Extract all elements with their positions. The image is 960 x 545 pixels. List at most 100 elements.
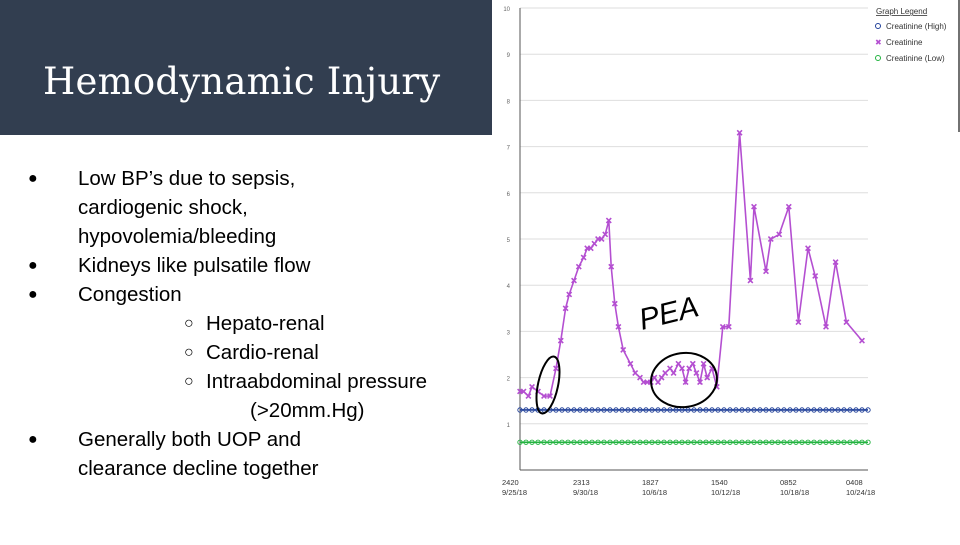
- series-point-series_main: [553, 365, 559, 372]
- bullet-dot-icon: ●: [28, 286, 38, 303]
- series-point-series_low: [541, 439, 547, 445]
- series-point-series_main: [529, 383, 535, 390]
- x-tick-time-label: 1827: [642, 478, 659, 487]
- series-point-series_high: [733, 407, 739, 413]
- series-point-series_high: [799, 407, 805, 413]
- series-point-series_low: [679, 439, 685, 445]
- series-point-series_low: [589, 439, 595, 445]
- series-point-series_main: [620, 346, 627, 353]
- series-point-series_low: [607, 439, 613, 445]
- series-point-series_main: [615, 323, 622, 330]
- series-point-series_high: [763, 407, 769, 413]
- legend-entry: Creatinine: [886, 38, 923, 47]
- series-point-series_high: [553, 407, 559, 413]
- chart-series: [517, 129, 871, 445]
- series-point-series_low: [631, 439, 637, 445]
- series-point-series_main: [832, 259, 839, 266]
- series-point-series_high: [697, 407, 703, 413]
- series-point-series_main: [655, 379, 661, 386]
- series-point-series_main: [679, 365, 685, 372]
- series-point-series_low: [649, 439, 655, 445]
- series-point-series_low: [685, 439, 691, 445]
- series-point-series_main: [700, 360, 707, 367]
- series-point-series_high: [595, 407, 601, 413]
- series-point-series_main: [719, 323, 726, 330]
- series-point-series_main: [605, 217, 612, 224]
- series-point-series_main: [725, 323, 732, 330]
- series-point-series_main: [520, 388, 527, 395]
- series-point-series_high: [817, 407, 823, 413]
- series-point-series_high: [655, 407, 661, 413]
- series-point-series_low: [769, 439, 775, 445]
- sub-bullet-item: ○ Cardio-renal: [78, 338, 482, 367]
- y-tick-label: 7: [507, 146, 511, 152]
- series-point-series_main: [541, 393, 547, 400]
- series-point-series_low: [697, 439, 703, 445]
- series-point-series_low: [643, 439, 649, 445]
- series-point-series_main: [823, 323, 829, 330]
- series-point-series_high: [637, 407, 643, 413]
- series-point-series_high: [715, 407, 721, 413]
- series-point-series_high: [829, 407, 835, 413]
- series-point-series_high: [643, 407, 649, 413]
- series-point-series_low: [703, 439, 709, 445]
- y-tick-label: 4: [507, 284, 511, 290]
- series-point-series_main: [776, 231, 783, 238]
- legend-x-icon: ✖: [875, 38, 882, 47]
- x-tick-date-label: 9/25/18: [502, 488, 527, 497]
- series-point-series_low: [673, 439, 679, 445]
- annotation-circle-right: [650, 351, 718, 409]
- series-point-series_low: [715, 439, 721, 445]
- series-point-series_low: [859, 439, 865, 445]
- series-point-series_high: [757, 407, 763, 413]
- series-point-series_main: [670, 370, 677, 376]
- sub-bullet-item: ○ Intraabdominal pressure (>20mm.Hg): [78, 367, 482, 425]
- series-point-series_low: [571, 439, 577, 445]
- chart-axes: 1234567891024209/25/1823139/30/18182710/…: [502, 7, 875, 497]
- series-point-series_low: [601, 439, 607, 445]
- series-point-series_low: [535, 439, 541, 445]
- series-point-series_low: [655, 439, 661, 445]
- series-point-series_low: [613, 439, 619, 445]
- series-point-series_main: [651, 374, 658, 381]
- series-point-series_main: [658, 374, 665, 381]
- y-tick-label: 2: [507, 377, 511, 383]
- bullet-item: ● Kidneys like pulsatile flow: [22, 251, 482, 280]
- bullet-text-line: hypovolemia/bleeding: [78, 225, 277, 248]
- sub-bullet-list: ○ Hepato-renal ○ Cardio-renal ○ Intraabd…: [78, 309, 482, 425]
- legend-entry: Creatinine (High): [886, 22, 947, 31]
- series-point-series_main: [675, 360, 682, 367]
- series-point-series_low: [559, 439, 565, 445]
- x-tick-date-label: 9/30/18: [573, 488, 598, 497]
- x-tick-date-label: 10/18/18: [780, 488, 809, 497]
- series-point-series_high: [847, 407, 853, 413]
- series-point-series_high: [571, 407, 577, 413]
- series-point-series_low: [805, 439, 811, 445]
- series-point-series_main: [686, 365, 693, 372]
- series-point-series_low: [763, 439, 769, 445]
- series-point-series_main: [566, 291, 573, 298]
- series-point-series_high: [649, 407, 655, 413]
- bullet-dot-icon: ●: [28, 170, 38, 187]
- sub-bullet-text-line: Hepato-renal: [206, 312, 325, 335]
- series-point-series_low: [517, 439, 523, 445]
- series-point-series_high: [805, 407, 811, 413]
- series-point-series_main: [704, 374, 711, 381]
- bullet-dot-icon: ●: [28, 431, 38, 448]
- y-tick-label: 8: [507, 99, 511, 105]
- series-point-series_main: [795, 319, 802, 326]
- series-point-series_low: [835, 439, 841, 445]
- series-point-series_main: [812, 272, 819, 279]
- series-point-series_low: [745, 439, 751, 445]
- series-point-series_low: [553, 439, 559, 445]
- y-tick-label: 6: [507, 192, 511, 198]
- series-point-series_high: [835, 407, 841, 413]
- x-tick-time-label: 1540: [711, 478, 728, 487]
- series-point-series_main: [682, 379, 689, 386]
- series-point-series_high: [703, 407, 709, 413]
- legend-circle-icon: [875, 23, 881, 29]
- series-point-series_main: [689, 360, 696, 367]
- series-point-series_main: [591, 240, 598, 247]
- bullet-dot-icon: ●: [28, 257, 38, 274]
- y-tick-label: 1: [507, 423, 511, 429]
